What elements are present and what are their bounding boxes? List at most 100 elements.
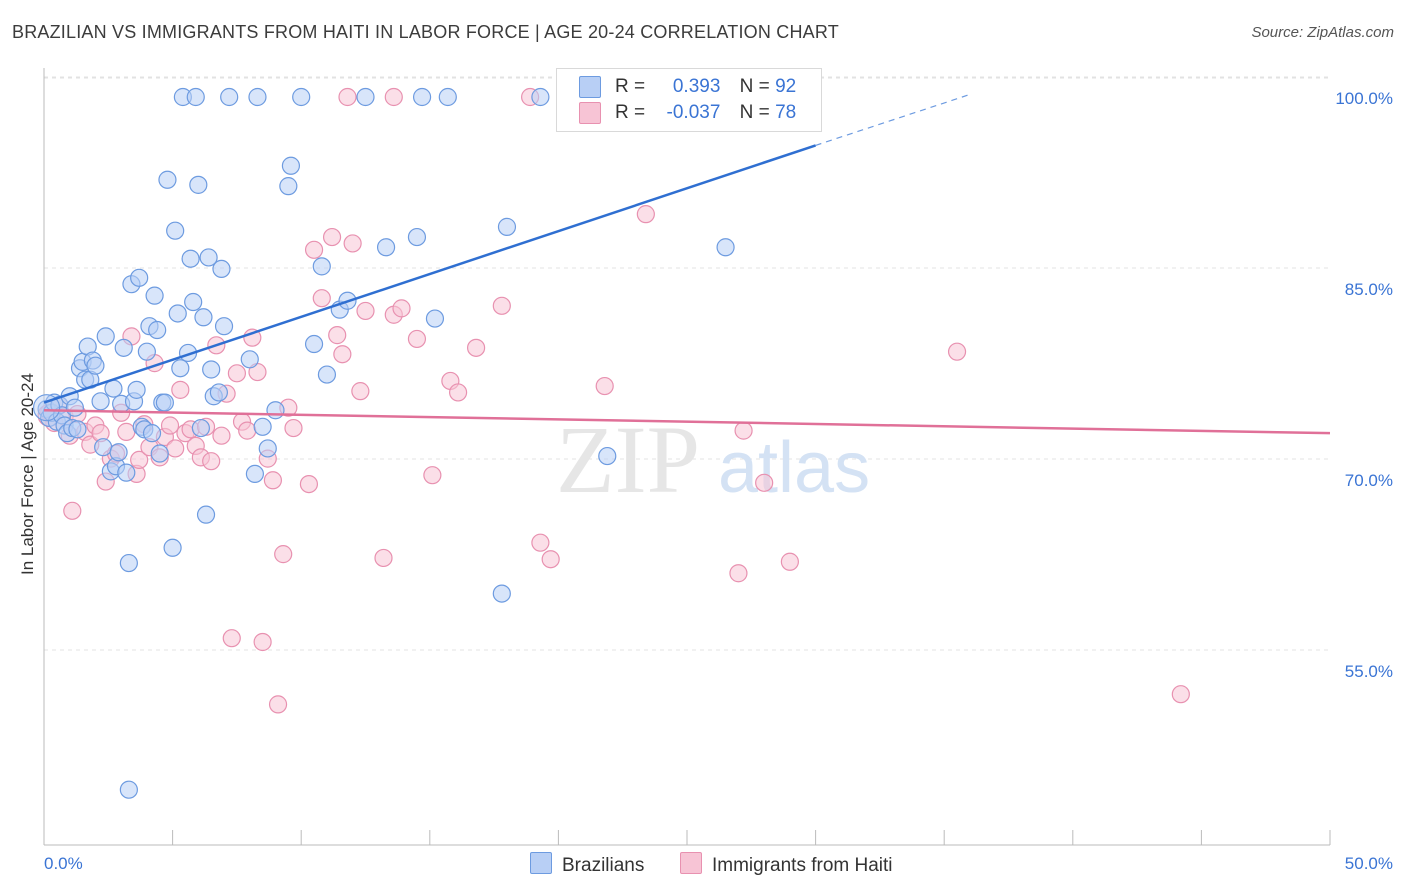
brazilian-point <box>65 398 84 417</box>
brazilian-point <box>598 446 617 466</box>
brazilian-point <box>189 175 208 194</box>
haiti-point <box>117 422 136 441</box>
brazilian-point <box>181 249 200 268</box>
haiti-point <box>466 338 486 357</box>
haiti-point <box>304 240 324 259</box>
brazilian-point <box>184 292 203 312</box>
brazilian-point <box>168 304 187 323</box>
brazilian-cluster-point <box>32 394 61 422</box>
x-tick-label-min: 0.0% <box>44 854 83 873</box>
brazilian-point <box>220 87 239 107</box>
legend-n-value: 78 <box>775 102 797 124</box>
legend-r-value: 0.393 <box>672 76 721 98</box>
haiti-point <box>531 533 550 552</box>
bottom-legend-haiti: Immigrants from Haiti <box>680 852 893 877</box>
brazilian-point <box>117 463 136 482</box>
legend-r-value: -0.037 <box>666 102 721 124</box>
brazilian-point <box>281 156 301 175</box>
y-tick-label: 70.0% <box>1345 471 1393 490</box>
brazilian-point <box>155 393 174 412</box>
source-label: Source: ZipAtlas.com <box>1251 24 1394 41</box>
brazilian-points <box>32 87 735 799</box>
brazilian-point <box>68 420 87 439</box>
watermark: ZIP atlas <box>556 406 870 513</box>
haiti-point <box>166 439 185 458</box>
haiti-point <box>268 695 288 714</box>
brazilian-point <box>209 383 228 402</box>
brazilian-point <box>199 248 218 267</box>
brazilian-point <box>292 87 311 107</box>
haiti-point <box>227 364 246 383</box>
legend-r-label: R = <box>615 76 646 98</box>
brazilian-point <box>150 444 169 463</box>
brazilian-point <box>137 342 156 361</box>
legend-row-haiti: R = -0.037 N = 78 <box>579 102 796 126</box>
brazilian-point <box>158 170 177 189</box>
haiti-point <box>734 421 753 440</box>
brazilian-point <box>194 308 213 327</box>
brazilian-point <box>312 257 331 276</box>
brazilian-point <box>119 780 138 799</box>
brazilian-point <box>148 320 167 340</box>
haiti-point <box>595 376 614 396</box>
haiti-point <box>171 380 190 399</box>
gridlines <box>44 76 1330 651</box>
bottom-legend-swatch-pink <box>680 852 702 874</box>
brazilian-point <box>130 268 149 287</box>
haiti-point <box>780 552 799 571</box>
haiti-point <box>238 421 257 440</box>
haiti-point <box>636 205 655 224</box>
brazilian-point <box>438 87 457 107</box>
brazilian-point <box>86 356 105 375</box>
haiti-point <box>356 301 375 321</box>
haiti-point <box>299 474 319 494</box>
brazilian-point <box>376 238 396 257</box>
brazilian-point <box>114 338 133 357</box>
haiti-point <box>374 548 393 568</box>
haiti-point <box>351 382 370 401</box>
haiti-point <box>947 342 967 361</box>
bottom-legend-swatch-blue <box>530 852 552 874</box>
watermark-zip: ZIP <box>556 406 700 513</box>
legend-n-label: N = <box>739 76 770 98</box>
haiti-point <box>1171 685 1190 704</box>
brazilian-point <box>240 350 259 369</box>
brazilian-point <box>171 359 190 378</box>
haiti-point <box>407 329 427 349</box>
brazilian-point <box>258 439 277 458</box>
y-tick-labels: 55.0% 70.0% 85.0% 100.0% <box>1335 89 1393 681</box>
bottom-legend-brazilians: Brazilians <box>530 852 644 877</box>
brazilian-point <box>94 438 113 457</box>
brazilian-point <box>163 538 182 557</box>
legend-n-label: N = <box>739 102 770 124</box>
haiti-point <box>322 227 342 247</box>
legend-row-brazilians: R = 0.393 N = 92 <box>579 76 796 100</box>
stats-legend: R = 0.393 N = 92 R = -0.037 N = 78 <box>556 68 822 132</box>
haiti-point <box>130 450 149 469</box>
brazilian-point <box>186 87 205 107</box>
watermark-atlas: atlas <box>718 428 870 508</box>
brazilian-point <box>214 317 234 336</box>
haiti-point <box>338 87 357 107</box>
brazilian-point <box>248 87 267 107</box>
haiti-point <box>448 383 468 402</box>
brazilian-point <box>202 360 221 379</box>
haiti-point <box>160 416 180 435</box>
haiti-point <box>202 452 221 471</box>
x-tick-label-max: 50.0% <box>1345 854 1393 873</box>
brazilian-point <box>492 584 511 603</box>
brazilian-point <box>531 87 550 107</box>
x-ticks <box>43 830 1331 845</box>
haiti-point <box>253 632 272 652</box>
brazilian-point <box>191 418 210 438</box>
brazilian-point <box>304 334 324 354</box>
brazilian-point <box>407 227 427 247</box>
haiti-point <box>343 234 362 253</box>
legend-n-value: 92 <box>775 76 797 98</box>
bottom-legend-label: Brazilians <box>562 855 645 876</box>
haiti-trendline <box>43 408 1331 435</box>
haiti-point <box>63 501 82 520</box>
legend-swatch-pink <box>579 102 601 124</box>
brazilian-point <box>96 327 115 346</box>
